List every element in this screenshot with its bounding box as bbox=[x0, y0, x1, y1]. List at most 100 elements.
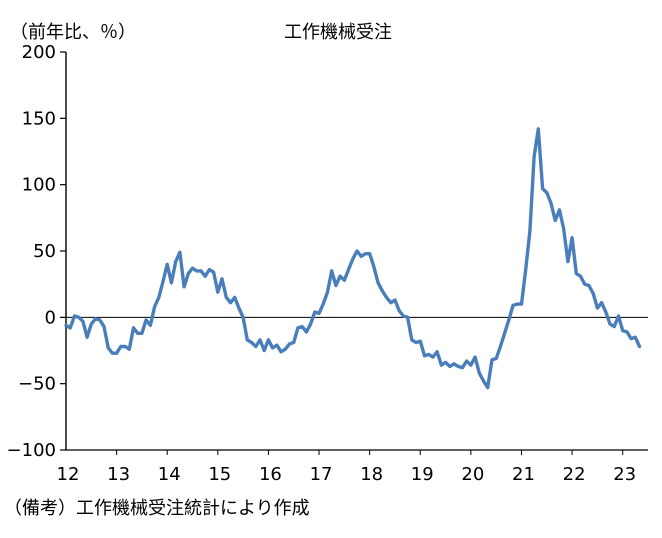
data-point bbox=[127, 347, 131, 351]
data-point bbox=[393, 298, 397, 302]
data-point bbox=[313, 310, 317, 314]
source-note: （備考）工作機械受注統計により作成 bbox=[4, 498, 310, 519]
x-tick-label: 23 bbox=[613, 464, 636, 485]
x-tick-label: 20 bbox=[461, 464, 484, 485]
data-point bbox=[351, 257, 355, 261]
data-point bbox=[566, 260, 570, 264]
data-point bbox=[444, 360, 448, 364]
data-point bbox=[144, 318, 148, 322]
data-point bbox=[207, 268, 211, 272]
series-layer bbox=[64, 127, 642, 390]
x-tick-label: 17 bbox=[310, 464, 333, 485]
data-point bbox=[486, 386, 490, 390]
x-tick-label: 21 bbox=[512, 464, 535, 485]
data-point bbox=[477, 371, 481, 375]
data-point bbox=[89, 322, 93, 326]
data-point bbox=[553, 219, 557, 222]
data-point bbox=[77, 315, 81, 319]
data-point bbox=[321, 302, 325, 306]
data-point bbox=[326, 290, 329, 294]
data-point bbox=[612, 325, 616, 329]
data-point bbox=[600, 301, 604, 305]
data-point bbox=[182, 285, 186, 289]
data-point bbox=[292, 341, 296, 344]
data-point bbox=[520, 302, 523, 306]
data-point bbox=[355, 249, 359, 253]
data-point bbox=[224, 295, 228, 299]
data-point bbox=[617, 314, 620, 318]
data-point bbox=[629, 337, 633, 341]
data-point bbox=[275, 343, 279, 347]
data-point bbox=[317, 311, 321, 315]
data-point bbox=[364, 252, 367, 256]
data-point bbox=[174, 260, 178, 264]
data-point bbox=[410, 338, 414, 342]
data-point bbox=[81, 319, 85, 323]
data-point bbox=[385, 295, 388, 299]
data-point bbox=[212, 270, 216, 274]
data-point bbox=[482, 379, 485, 383]
data-point bbox=[106, 346, 110, 350]
data-point bbox=[507, 318, 511, 322]
data-point bbox=[372, 265, 376, 269]
data-point bbox=[503, 331, 507, 335]
data-point bbox=[216, 290, 220, 294]
data-point bbox=[157, 295, 161, 299]
data-point bbox=[262, 349, 266, 352]
data-point bbox=[347, 268, 350, 272]
data-point bbox=[85, 335, 89, 339]
data-point bbox=[229, 301, 232, 305]
data-point bbox=[288, 342, 291, 346]
y-tick-label: −100 bbox=[7, 440, 56, 461]
data-point bbox=[342, 278, 346, 282]
data-point bbox=[621, 329, 625, 333]
data-point bbox=[625, 330, 629, 334]
data-point bbox=[359, 254, 363, 258]
data-point bbox=[161, 280, 165, 283]
data-point bbox=[427, 353, 431, 356]
data-point bbox=[186, 272, 190, 276]
data-point bbox=[439, 363, 443, 367]
data-point bbox=[136, 331, 140, 335]
x-tick-label: 12 bbox=[57, 464, 80, 485]
data-point bbox=[165, 262, 169, 266]
data-point bbox=[191, 266, 194, 270]
data-point bbox=[250, 341, 254, 344]
data-point bbox=[266, 338, 270, 342]
data-point bbox=[300, 325, 304, 329]
x-tick-label: 16 bbox=[259, 464, 282, 485]
data-point bbox=[406, 315, 410, 319]
y-tick-label: 100 bbox=[22, 175, 56, 196]
data-point bbox=[271, 346, 275, 350]
data-point bbox=[102, 325, 106, 329]
data-point bbox=[330, 269, 334, 273]
data-point bbox=[132, 326, 135, 330]
data-point bbox=[549, 201, 553, 205]
data-point bbox=[397, 309, 401, 313]
data-point bbox=[245, 338, 249, 342]
data-point bbox=[532, 155, 536, 159]
data-point bbox=[73, 314, 76, 318]
data-point bbox=[579, 274, 582, 278]
data-point bbox=[431, 355, 435, 359]
data-point bbox=[338, 274, 342, 278]
data-point bbox=[258, 338, 262, 342]
y-tick-label: −50 bbox=[18, 374, 56, 395]
data-point bbox=[98, 318, 102, 322]
y-tick-label: 0 bbox=[45, 307, 56, 328]
y-tick-label: 150 bbox=[22, 108, 56, 129]
data-point bbox=[283, 347, 287, 351]
data-point bbox=[452, 362, 456, 366]
data-point bbox=[511, 303, 515, 307]
data-point bbox=[304, 330, 308, 334]
data-point bbox=[583, 282, 587, 286]
data-point bbox=[169, 281, 173, 285]
data-point bbox=[498, 345, 502, 348]
data-point bbox=[110, 351, 114, 355]
data-point bbox=[309, 322, 313, 326]
data-point bbox=[494, 357, 498, 360]
data-point bbox=[608, 322, 612, 326]
x-tick-label: 15 bbox=[208, 464, 231, 485]
data-point bbox=[220, 277, 224, 281]
data-point bbox=[591, 292, 595, 295]
